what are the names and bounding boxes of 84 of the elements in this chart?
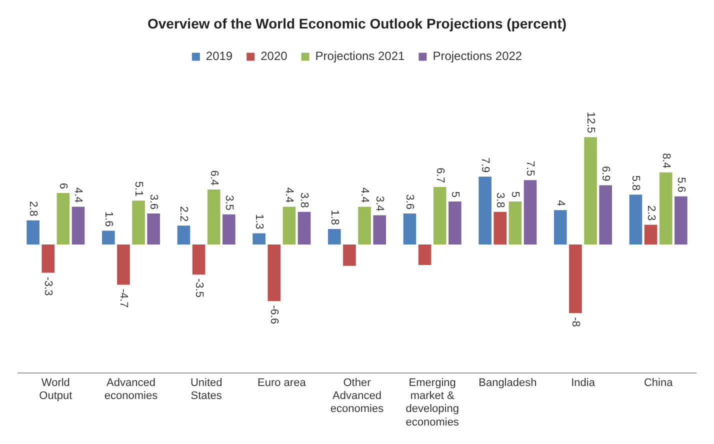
data-label: 1.3 — [253, 214, 266, 230]
data-label: -4.7 — [117, 288, 130, 308]
bar — [192, 244, 206, 274]
data-label: 5.1 — [132, 181, 144, 197]
bar — [147, 214, 160, 244]
bar — [117, 244, 130, 285]
bar — [403, 214, 416, 244]
legend-label: Projections 2021 — [315, 49, 406, 64]
x-tick-label: India — [571, 376, 596, 389]
data-label: 2.8 — [27, 201, 40, 216]
bar — [569, 244, 582, 314]
data-label: -3.5 — [192, 278, 205, 298]
data-label: 4.4 — [283, 187, 296, 203]
bar — [644, 224, 658, 244]
data-label: 12.5 — [584, 112, 596, 134]
data-label: 6.7 — [434, 168, 446, 183]
data-label: 3.6 — [404, 194, 416, 210]
data-label: -8 — [569, 317, 582, 327]
bar — [358, 206, 371, 244]
data-label: 1.8 — [328, 210, 340, 226]
data-label: 3.6 — [148, 194, 160, 210]
bar — [524, 180, 537, 244]
data-label: 3.5 — [222, 195, 235, 210]
bar — [222, 214, 236, 244]
bar — [599, 185, 612, 244]
legend-label: 2019 — [206, 49, 233, 64]
data-label: 5 — [448, 191, 461, 198]
bar — [56, 192, 70, 244]
x-tick-label: United States — [190, 376, 222, 402]
bar — [26, 220, 40, 244]
x-tick-label: Advanced economies — [104, 376, 158, 402]
data-label: 5 — [509, 191, 522, 198]
data-label: 2.3 — [644, 205, 657, 221]
data-label: 4.4 — [358, 187, 370, 203]
bar — [508, 202, 522, 244]
data-label: 7.5 — [524, 160, 536, 176]
bar — [674, 196, 688, 244]
x-tick-label: Bangladesh — [478, 376, 537, 389]
data-label: 1.6 — [102, 211, 114, 227]
data-label: 4 — [554, 200, 566, 206]
x-tick-label: Other Advanced economies — [330, 376, 384, 416]
data-label: -3.3 — [42, 276, 54, 296]
data-label: 3.8 — [298, 192, 310, 208]
data-label: 3.4 — [374, 196, 386, 212]
bar — [42, 244, 55, 273]
data-label: 7.9 — [479, 157, 492, 173]
bar — [448, 202, 462, 244]
data-label: 5.6 — [674, 177, 687, 192]
bar — [373, 215, 386, 244]
data-label: 8.4 — [660, 153, 672, 168]
data-label: 5.8 — [630, 175, 642, 191]
bar — [659, 172, 672, 244]
data-label: 6.9 — [600, 166, 612, 182]
bar — [494, 212, 507, 244]
bar — [177, 226, 190, 244]
bar — [554, 210, 567, 244]
bar — [298, 212, 311, 244]
bar — [72, 206, 85, 244]
data-label: 3.8 — [494, 192, 506, 208]
bar — [343, 244, 356, 266]
bar — [584, 137, 597, 244]
bar — [132, 200, 145, 244]
x-tick-label: China — [644, 376, 674, 389]
x-tick-label: Euro area — [258, 376, 307, 389]
bar — [418, 244, 432, 266]
data-label: 4.4 — [72, 187, 84, 203]
legend-label: Projections 2022 — [432, 49, 522, 64]
bar — [207, 190, 220, 244]
x-tick-label: World Output — [39, 376, 72, 402]
bar — [102, 230, 115, 244]
data-label: 6 — [57, 182, 70, 189]
x-tick-label: Emerging market & developing economies — [406, 376, 460, 428]
data-label: 2.2 — [178, 206, 190, 222]
legend-label: 2020 — [260, 49, 288, 64]
bar — [328, 229, 341, 244]
data-label: -6.6 — [268, 305, 280, 324]
bar — [629, 194, 642, 244]
bar — [433, 186, 446, 244]
data-label: 6.4 — [208, 170, 220, 186]
bar — [282, 206, 296, 244]
chart-title: Overview of the World Economic Outlook Projections (percent) — [147, 15, 567, 32]
bar — [478, 176, 492, 244]
bar — [268, 244, 281, 302]
bar — [252, 233, 266, 244]
